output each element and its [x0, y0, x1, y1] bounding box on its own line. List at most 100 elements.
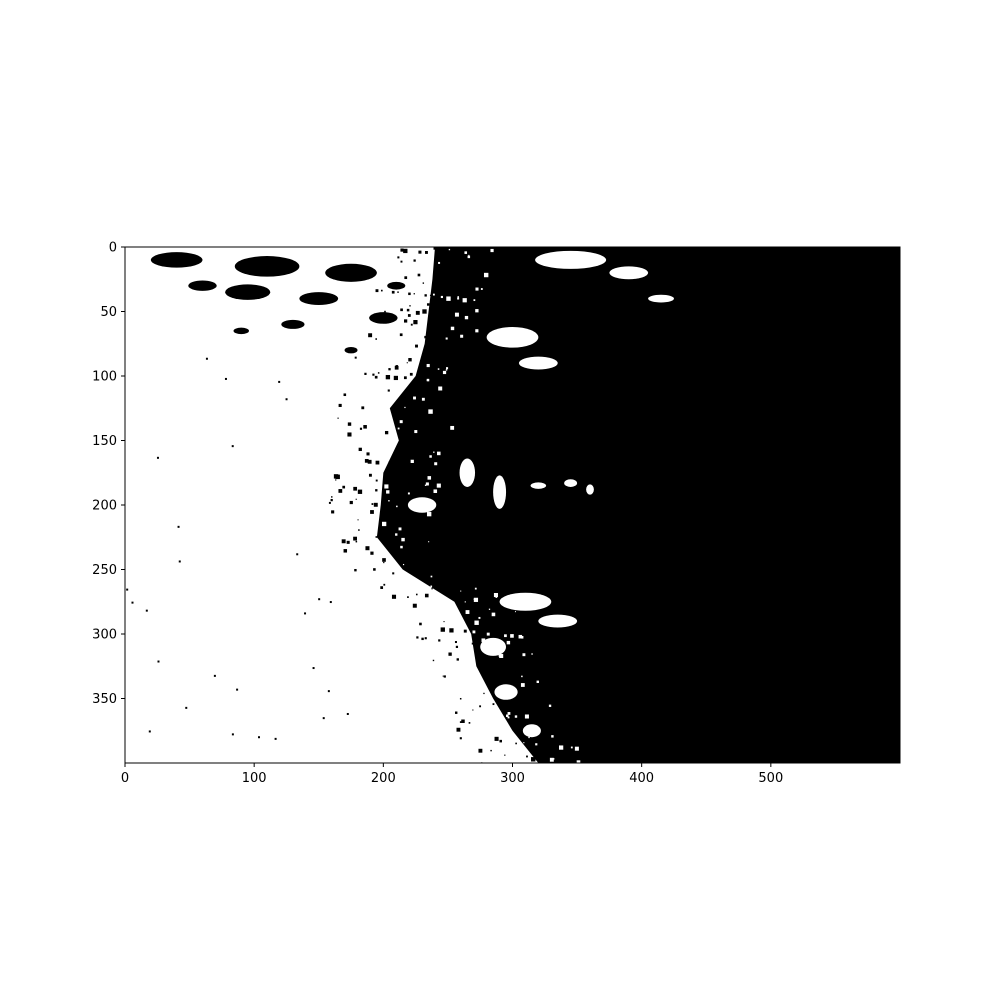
- speckle: [548, 704, 552, 707]
- speckle: [384, 430, 389, 435]
- speckle: [475, 309, 479, 313]
- white-blob: [480, 637, 507, 656]
- speckle: [488, 608, 491, 610]
- speckle: [318, 598, 321, 601]
- y-tick-label: 0: [109, 241, 117, 256]
- y-tick-label: 200: [92, 499, 117, 514]
- speckle: [205, 357, 208, 360]
- speckle: [347, 432, 352, 437]
- speckle: [368, 333, 373, 338]
- speckle: [408, 292, 411, 296]
- speckle: [355, 540, 358, 543]
- speckle: [429, 455, 432, 458]
- x-tick-label: 500: [758, 771, 783, 786]
- speckle: [475, 287, 479, 291]
- speckle: [471, 642, 474, 645]
- speckle: [576, 760, 581, 764]
- speckle: [549, 757, 554, 762]
- x-axis: 0 100 200 300 400 500: [121, 763, 783, 786]
- y-tick-label: 300: [92, 628, 117, 643]
- speckle: [450, 425, 455, 430]
- speckle: [434, 462, 438, 466]
- speckle: [518, 634, 523, 639]
- speckle: [558, 745, 564, 750]
- speckle: [535, 743, 538, 746]
- plot-area: [125, 247, 900, 764]
- speckle: [333, 474, 339, 479]
- speckle: [457, 297, 460, 300]
- dark-blob: [150, 252, 203, 268]
- speckle: [335, 479, 337, 481]
- speckle: [437, 451, 441, 456]
- speckle: [437, 368, 440, 370]
- speckle: [473, 597, 479, 602]
- y-tick-label: 150: [92, 434, 117, 449]
- speckle: [478, 616, 481, 619]
- speckle: [514, 715, 518, 718]
- speckle: [414, 430, 418, 434]
- speckle: [448, 652, 452, 656]
- speckle: [446, 296, 451, 301]
- speckle: [392, 572, 395, 575]
- x-tick-label: 400: [629, 771, 654, 786]
- speckle: [397, 291, 399, 293]
- speckle: [145, 609, 148, 612]
- x-tick-label: 300: [500, 771, 525, 786]
- speckle: [400, 260, 403, 263]
- speckle: [417, 273, 421, 277]
- speckle: [504, 634, 507, 638]
- speckle: [399, 333, 403, 337]
- speckle: [526, 727, 531, 732]
- speckle: [459, 737, 462, 740]
- white-blob: [538, 614, 578, 628]
- speckle: [432, 293, 435, 296]
- speckle: [426, 363, 430, 368]
- speckle: [460, 590, 462, 592]
- speckle: [531, 757, 536, 762]
- speckle: [467, 255, 471, 259]
- speckle: [456, 658, 459, 661]
- speckle: [422, 282, 425, 284]
- speckle: [365, 546, 370, 551]
- speckle: [407, 596, 409, 598]
- speckle: [381, 521, 387, 527]
- speckle: [455, 711, 458, 714]
- speckle: [574, 746, 579, 751]
- speckle: [383, 583, 386, 586]
- speckle: [514, 611, 516, 613]
- speckle: [486, 632, 490, 636]
- white-blob: [494, 684, 518, 700]
- speckle: [450, 326, 455, 331]
- speckle: [364, 372, 367, 375]
- speckle: [383, 561, 385, 564]
- dark-blob: [325, 263, 377, 282]
- speckle: [363, 425, 367, 429]
- speckle: [413, 396, 416, 400]
- dark-blob: [428, 366, 468, 386]
- white-blob: [530, 482, 547, 489]
- speckle: [178, 560, 181, 563]
- speckle: [415, 344, 418, 348]
- speckle: [374, 503, 378, 507]
- speckle: [373, 568, 376, 571]
- speckle: [531, 653, 533, 655]
- y-axis: 0 50 100 150 200 250 300 350: [92, 241, 125, 707]
- speckle: [409, 305, 411, 307]
- speckle: [346, 712, 349, 715]
- speckle: [424, 335, 427, 339]
- speckle: [438, 639, 441, 642]
- speckle: [521, 675, 523, 678]
- speckle: [346, 540, 350, 544]
- white-blob: [586, 484, 594, 495]
- speckle: [506, 714, 509, 718]
- speckle: [438, 261, 441, 264]
- speckle: [522, 653, 526, 657]
- speckle: [468, 254, 470, 256]
- speckle: [157, 660, 160, 663]
- speckle: [473, 299, 476, 302]
- speckle: [552, 758, 555, 760]
- speckle: [395, 365, 398, 368]
- speckle: [479, 705, 482, 708]
- speckle: [231, 733, 234, 736]
- speckle: [464, 315, 469, 320]
